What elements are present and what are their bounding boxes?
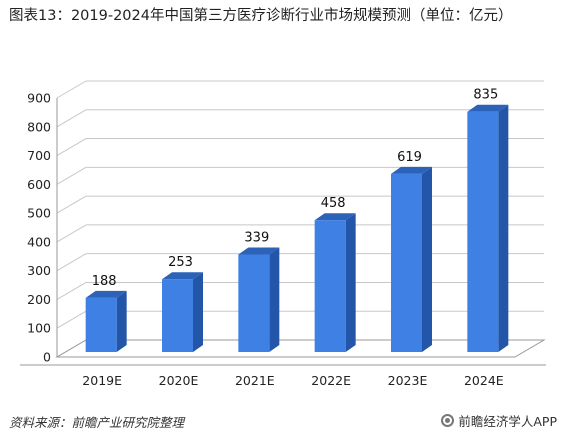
y-tick-label: 0	[43, 350, 51, 365]
labels: 0 100 200 300 400 500 600 700 800 900 188 2019E 253 2…	[27, 88, 504, 388]
x-tick-label-2024E: 2024E	[464, 373, 504, 388]
gridline-side-500	[56, 195, 87, 214]
source-note: 资料来源：前瞻产业研究院整理	[9, 415, 185, 430]
bar-top-2024E	[467, 104, 509, 112]
y-tick-label: 300	[27, 263, 51, 278]
y-tick-label: 900	[27, 91, 51, 106]
gridline-side-400	[56, 224, 87, 243]
bar-side-2021E	[269, 247, 280, 352]
brand-logo-icon	[441, 414, 455, 427]
bar-side-2024E	[498, 104, 509, 352]
bar-side-2019E	[116, 290, 127, 352]
bar-side-2022E	[345, 213, 356, 352]
y-tick-label: 200	[27, 292, 51, 307]
x-tick-label-2021E: 2021E	[235, 373, 275, 388]
gridline-side-100	[56, 310, 87, 329]
bar-2019E	[85, 297, 117, 352]
x-tick-label-2023E: 2023E	[388, 373, 428, 388]
bar-top-2020E	[162, 272, 203, 280]
bar-2024E	[467, 111, 499, 352]
bar-top-2019E	[85, 290, 127, 298]
data-label-2020E: 253	[168, 255, 193, 270]
bar-2021E	[238, 254, 270, 352]
gridline-side-900	[56, 80, 87, 99]
bar-side-2023E	[422, 166, 432, 352]
y-tick-label: 800	[27, 119, 51, 134]
brand-credit: 前瞻经济学人APP	[441, 411, 557, 430]
bar-side-2020E	[193, 272, 203, 352]
data-label-2022E: 458	[321, 196, 346, 211]
x-tick-label-2020E: 2020E	[159, 373, 199, 388]
y-tick-label: 500	[27, 206, 51, 221]
bar-top-2023E	[391, 166, 432, 174]
y-tick-label: 600	[27, 177, 51, 192]
bar-top-2021E	[238, 247, 280, 255]
gridline-side-700	[56, 138, 87, 156]
gridline-side-800	[56, 109, 87, 128]
y-tick-label: 700	[27, 148, 51, 163]
bars	[85, 104, 509, 352]
gridline-side-200	[56, 282, 87, 300]
chart-floor	[55, 339, 546, 358]
bar-2023E	[391, 173, 422, 352]
data-label-2021E: 339	[244, 230, 269, 245]
bar-2020E	[162, 279, 193, 352]
x-tick-label-2019E: 2019E	[82, 373, 122, 388]
y-tick-label: 400	[27, 234, 51, 249]
brand-name: 前瞻经济学人APP	[458, 414, 557, 429]
data-label-2019E: 188	[92, 274, 117, 289]
gridline-side-300	[56, 253, 87, 272]
axes	[20, 98, 546, 366]
x-tick-label-2022E: 2022E	[311, 373, 351, 388]
bar-top-2022E	[314, 213, 356, 221]
y-tick-label: 100	[27, 321, 51, 336]
data-label-2024E: 835	[473, 88, 498, 103]
chart-title: 图表13：2019-2024年中国第三方医疗诊断行业市场规模预测（单位：亿元）	[9, 8, 513, 24]
bar-2022E	[314, 220, 346, 352]
data-label-2023E: 619	[397, 150, 422, 165]
gridline-side-600	[56, 166, 87, 185]
